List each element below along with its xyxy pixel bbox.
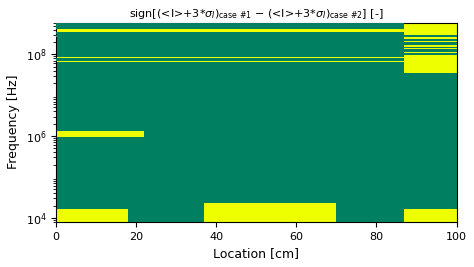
- Bar: [204, 203, 337, 222]
- Bar: [56, 57, 456, 62]
- Bar: [404, 48, 456, 53]
- Bar: [404, 34, 456, 39]
- Bar: [404, 49, 456, 52]
- Bar: [404, 55, 456, 73]
- Bar: [56, 35, 404, 37]
- Bar: [404, 41, 456, 46]
- Bar: [56, 58, 216, 61]
- X-axis label: Location [cm]: Location [cm]: [213, 247, 299, 260]
- Bar: [404, 48, 456, 53]
- Bar: [56, 32, 456, 34]
- Bar: [56, 32, 396, 34]
- Bar: [56, 131, 144, 137]
- Bar: [404, 42, 456, 45]
- Bar: [56, 22, 296, 27]
- Y-axis label: Frequency [Hz]: Frequency [Hz]: [7, 75, 20, 169]
- Bar: [404, 35, 456, 37]
- Bar: [56, 32, 404, 34]
- Bar: [56, 22, 404, 29]
- Bar: [56, 210, 128, 222]
- Bar: [56, 22, 456, 32]
- Title: sign[(<I>+3*$\mathit{\sigma}_I$)$_{\rm{case\ \#1}}$ $-$ (<I>+3*$\mathit{\sigma}_: sign[(<I>+3*$\mathit{\sigma}_I$)$_{\rm{c…: [129, 7, 383, 21]
- Bar: [56, 22, 296, 27]
- Bar: [404, 34, 456, 38]
- Bar: [244, 58, 316, 61]
- Bar: [244, 58, 316, 61]
- Bar: [404, 42, 456, 45]
- Bar: [404, 210, 456, 222]
- Bar: [56, 22, 396, 29]
- Bar: [56, 58, 404, 61]
